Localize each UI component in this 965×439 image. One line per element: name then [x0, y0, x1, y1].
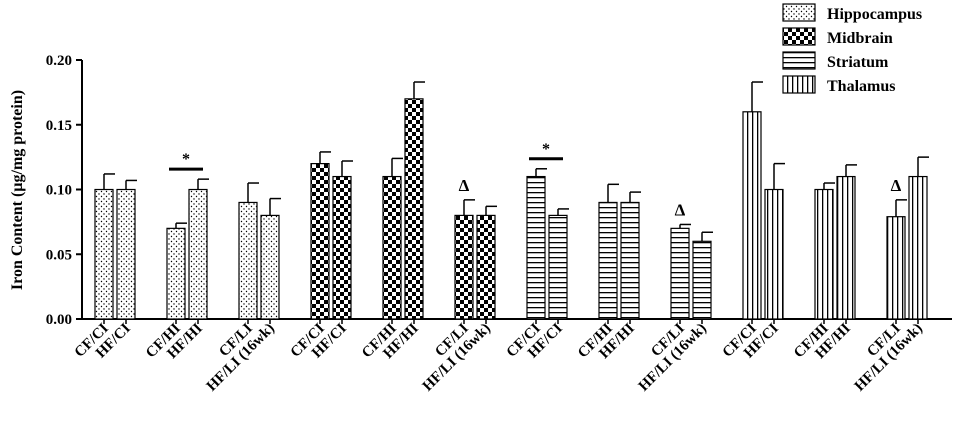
- bar: [238, 201, 258, 320]
- legend-swatch: [782, 51, 816, 70]
- legend-label: Hippocampus: [827, 6, 922, 23]
- bar: [908, 175, 928, 320]
- legend-swatch: [782, 3, 816, 22]
- bar: [260, 214, 280, 320]
- y-tick-label: 0.10: [46, 183, 72, 199]
- y-tick-label: 0.20: [46, 53, 72, 69]
- bar: [476, 214, 496, 320]
- legend-label: Striatum: [827, 54, 889, 71]
- bar: [620, 201, 640, 320]
- bars: [94, 81, 929, 320]
- bar: [836, 175, 856, 320]
- y-axis-label: Iron Content (µg/mg protein): [9, 90, 26, 290]
- bar: [764, 188, 784, 320]
- bar: [382, 175, 402, 320]
- y-tick-label: 0.00: [46, 312, 72, 328]
- significance-marker: *: [542, 141, 550, 158]
- annotations: * * Δ Δ Δ: [169, 141, 902, 219]
- bar: [116, 188, 136, 320]
- bar: [454, 214, 474, 320]
- legend-swatch: [782, 27, 816, 46]
- delta-marker: Δ: [459, 176, 470, 195]
- bar: [598, 201, 618, 320]
- bar: [166, 227, 186, 320]
- bar: [526, 175, 546, 320]
- bar: [886, 216, 906, 320]
- bar: [742, 111, 762, 320]
- delta-marker: Δ: [675, 200, 686, 219]
- bar: [188, 188, 208, 320]
- legend-label: Thalamus: [827, 78, 895, 95]
- significance-marker: *: [182, 151, 190, 168]
- legend-label: Midbrain: [827, 30, 893, 47]
- bar: [692, 240, 712, 320]
- bar: [332, 175, 352, 320]
- bar: [310, 163, 330, 320]
- bar: [94, 188, 114, 320]
- y-ticks: 0.00 0.05 0.10 0.15 0.20: [46, 53, 82, 328]
- legend-swatch: [782, 75, 816, 94]
- y-tick-label: 0.15: [46, 118, 72, 134]
- legend: Hippocampus Midbrain Striatum Thalamus: [782, 3, 922, 95]
- bar: [670, 227, 690, 320]
- bar: [404, 98, 424, 320]
- y-tick-label: 0.05: [46, 247, 72, 263]
- delta-marker: Δ: [891, 176, 902, 195]
- bar: [548, 214, 568, 320]
- bar: [814, 188, 834, 320]
